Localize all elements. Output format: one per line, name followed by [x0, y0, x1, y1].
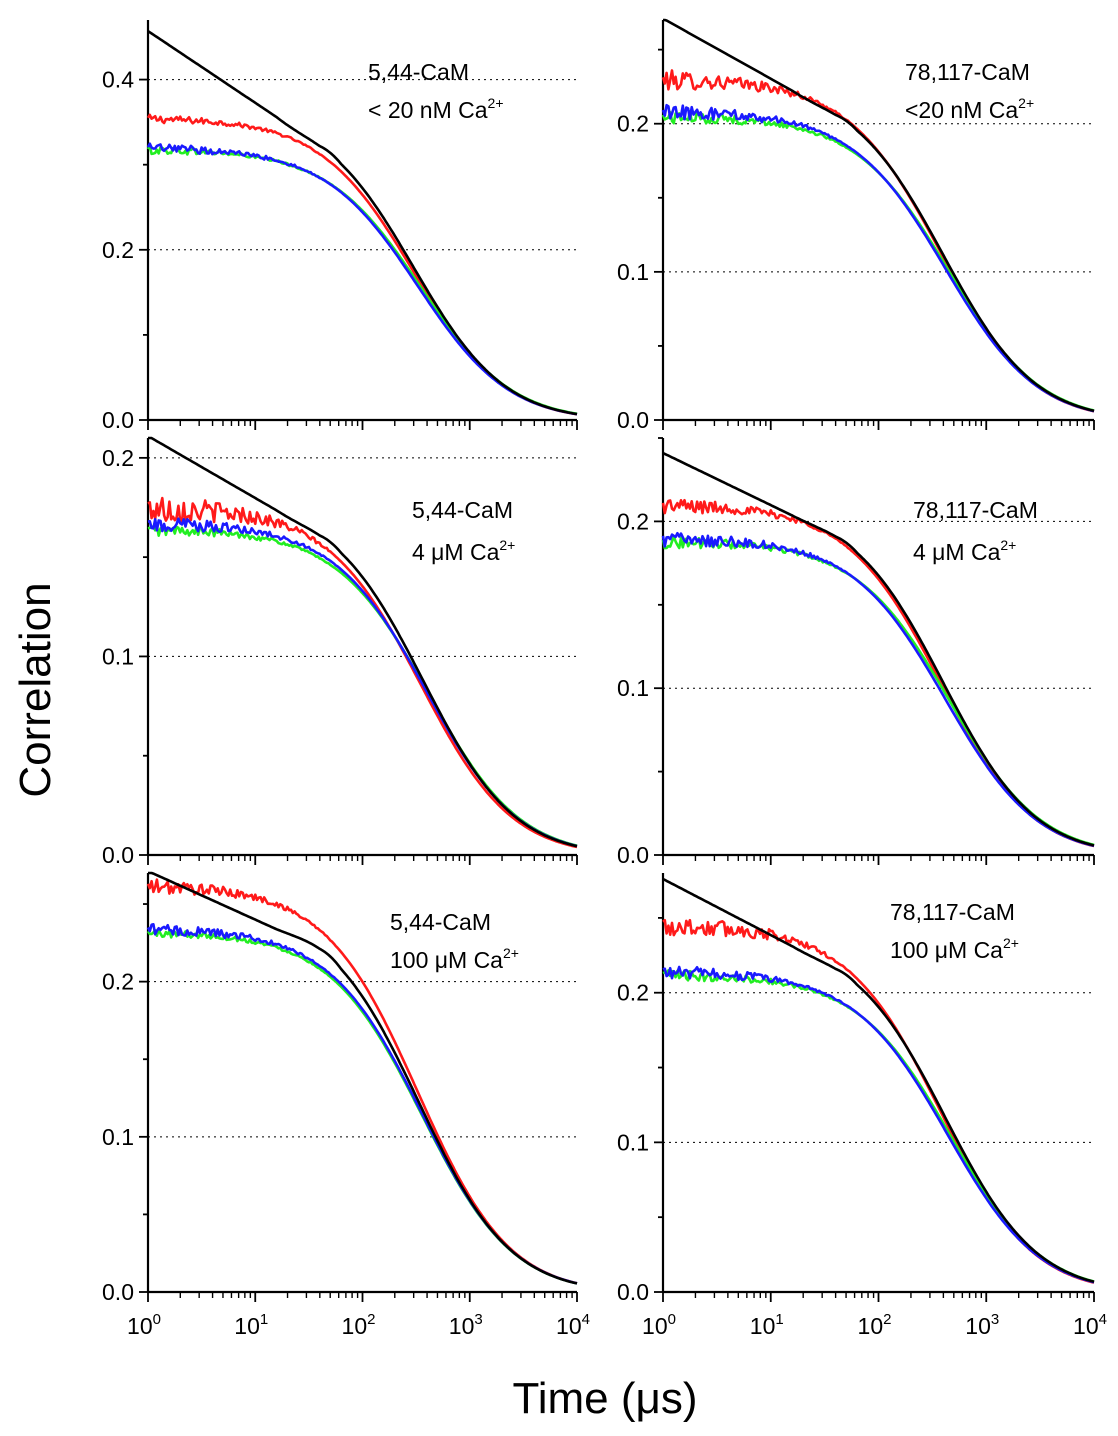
series-black	[662, 451, 1095, 847]
y-tick-label: 0.0	[617, 407, 649, 433]
panel-label-calcium: 100 μM Ca2+	[390, 945, 519, 973]
series-black	[662, 877, 1095, 1284]
panel-middle-right: 0.0 0.1 0.2 78,117-CaM 4 μM Ca2+	[617, 437, 1095, 868]
panel-label-sample: 5,44-CaM	[390, 909, 491, 935]
y-tick-label: 0.0	[102, 407, 134, 433]
y-tick-label: 0.0	[102, 842, 134, 868]
series-blue	[147, 517, 578, 848]
series-red	[146, 113, 578, 416]
y-tick-label: 0.4	[102, 67, 134, 93]
y-tick-label: 0.1	[617, 675, 649, 701]
series-red	[147, 496, 578, 849]
y-axis-title: Correlation	[11, 582, 60, 797]
series-blue	[146, 922, 578, 1285]
panel-label-calcium: <20 nM Ca2+	[905, 95, 1034, 123]
x-axis-title: Time (μs)	[512, 1374, 697, 1423]
x-tick-label: 102	[342, 1311, 376, 1339]
panel-label-calcium: 4 μM Ca2+	[412, 537, 515, 565]
series-green	[661, 535, 1095, 847]
y-tick-label: 0.2	[617, 980, 649, 1006]
series-red	[146, 878, 578, 1285]
panel-middle-left: 0.0 0.1 0.2 5,44-CaM 4 μM Ca2+	[102, 436, 578, 868]
panel-bottom-left: 0.0 0.1 0.2 100 101 102 103 104 5,44-CaM 100 μM C…	[102, 871, 590, 1339]
series-blue	[661, 103, 1095, 413]
panel-bottom-right: 0.0 0.1 0.2 100 101 102 103 104 78,117-CaM 100 μM…	[617, 873, 1107, 1339]
panel-label-calcium: < 20 nM Ca2+	[368, 95, 504, 123]
y-tick-label: 0.1	[617, 259, 649, 285]
y-tick-label: 0.2	[102, 969, 134, 995]
series-black	[147, 30, 578, 416]
y-tick-label: 0.1	[102, 1124, 134, 1150]
series-blue	[146, 142, 578, 416]
panel-top-left: 0.0 0.2 0.4 5,44-CaM < 20 nM Ca2+	[102, 20, 578, 433]
panels-group: 0.0 0.2 0.4 5,44-CaM < 20 nM Ca2+ 0.0 0.1 0.2 78…	[102, 18, 1107, 1339]
series-black	[148, 436, 578, 848]
series-blue	[662, 965, 1095, 1284]
x-tick-label: 101	[234, 1311, 268, 1339]
x-tick-label: 104	[1073, 1311, 1107, 1339]
y-tick-label: 0.2	[617, 508, 649, 534]
x-tick-label: 100	[127, 1311, 161, 1339]
series-green	[662, 969, 1095, 1283]
y-tick-label: 0.2	[102, 445, 134, 471]
series-black	[148, 871, 578, 1285]
y-tick-label: 0.2	[617, 111, 649, 137]
series-green	[661, 110, 1095, 412]
y-tick-label: 0.2	[102, 237, 134, 263]
panel-label-sample: 78,117-CaM	[913, 497, 1038, 523]
panel-label-sample: 5,44-CaM	[368, 59, 469, 85]
x-tick-label: 103	[965, 1311, 999, 1339]
series-green	[147, 524, 578, 847]
x-tick-label: 102	[858, 1311, 892, 1339]
series-red	[661, 498, 1095, 848]
x-tick-label: 101	[750, 1311, 784, 1339]
y-tick-label: 0.1	[102, 643, 134, 669]
x-tick-label: 100	[642, 1311, 676, 1339]
panel-label-calcium: 4 μM Ca2+	[913, 537, 1016, 565]
series-blue	[661, 531, 1095, 848]
y-tick-label: 0.0	[617, 1279, 649, 1305]
panel-label-sample: 5,44-CaM	[412, 497, 513, 523]
y-tick-label: 0.0	[102, 1279, 134, 1305]
x-tick-label: 103	[449, 1311, 483, 1339]
y-tick-label: 0.1	[617, 1129, 649, 1155]
x-tick-label: 104	[556, 1311, 590, 1339]
panel-label-calcium: 100 μM Ca2+	[890, 935, 1019, 963]
series-black	[663, 18, 1095, 413]
panel-top-right: 0.0 0.1 0.2 78,117-CaM <20 nM Ca2+	[617, 18, 1095, 433]
panel-label-sample: 78,117-CaM	[905, 59, 1030, 85]
y-tick-label: 0.0	[617, 842, 649, 868]
panel-label-sample: 78,117-CaM	[890, 899, 1015, 925]
